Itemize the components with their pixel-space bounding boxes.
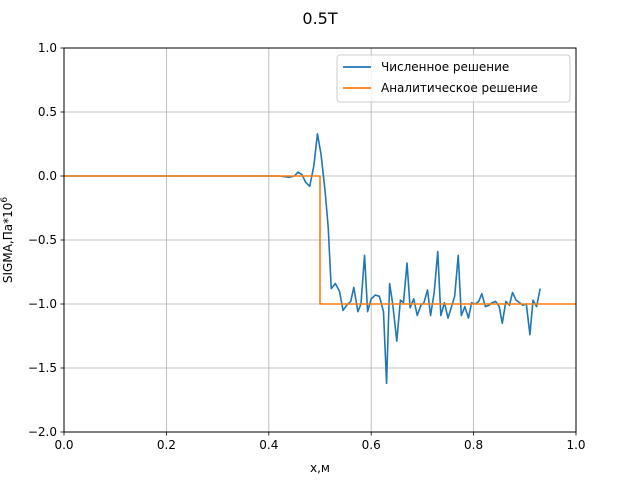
legend-box	[336, 54, 571, 103]
legend: Численное решение Аналитическое решение	[336, 54, 571, 103]
chart-title: 0.5T	[302, 9, 337, 28]
legend-label: Численное решение	[381, 60, 509, 74]
y-tick-label: −1.5	[28, 361, 57, 375]
legend-label: Аналитическое решение	[381, 81, 538, 95]
y-axis-label: SIGMA,Па*106	[0, 197, 15, 283]
y-tick-label: 1.0	[38, 41, 57, 55]
series-line-2	[64, 175, 576, 305]
x-tick-label: 0.0	[54, 438, 73, 452]
y-tick-label: −1.0	[28, 297, 57, 311]
x-tick-label: 0.4	[259, 438, 278, 452]
x-tick-label: 1.0	[566, 438, 585, 452]
y-axis-label-exponent: 6	[0, 197, 10, 203]
y-tick-label: −0.5	[28, 233, 57, 247]
y-tick-label: 0.0	[38, 169, 57, 183]
x-tick-label: 0.2	[157, 438, 176, 452]
series-line-1	[64, 132, 541, 385]
y-tick-label: −2.0	[28, 425, 57, 439]
x-axis-label: x,м	[310, 461, 330, 475]
y-axis-label-group: SIGMA,Па*106	[0, 197, 15, 283]
tick-group: 0.0 0.2 0.4 0.6 0.8 1.0 1.0 0.5 0.0 −0.5 −1.0 −1.5 −…	[28, 41, 586, 452]
y-axis-label-main: SIGMA,Па*10	[1, 203, 15, 283]
x-tick-label: 0.6	[362, 438, 381, 452]
x-tick-label: 0.8	[464, 438, 483, 452]
y-tick-label: 0.5	[38, 105, 57, 119]
series-group	[64, 132, 576, 385]
